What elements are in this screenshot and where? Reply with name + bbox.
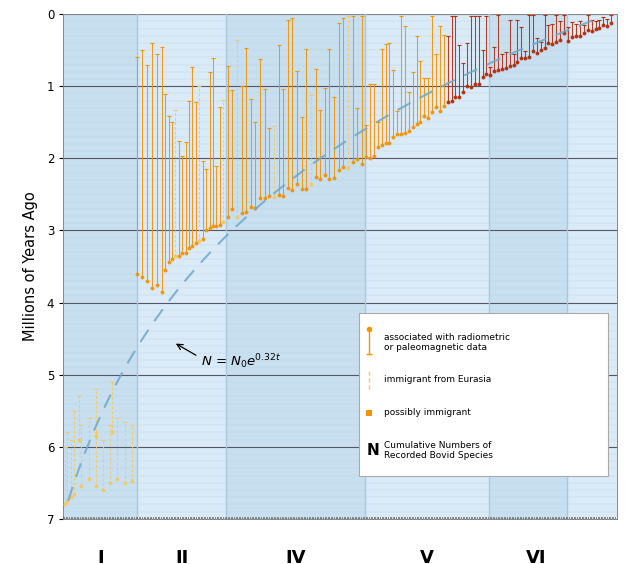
Bar bbox=[63, 14, 137, 519]
Bar bbox=[137, 14, 226, 519]
Bar bbox=[567, 14, 617, 519]
Text: I: I bbox=[97, 549, 103, 564]
Y-axis label: Millions of Years Ago: Millions of Years Ago bbox=[23, 192, 38, 341]
Text: II: II bbox=[175, 549, 188, 564]
Text: possibly immigrant: possibly immigrant bbox=[384, 408, 471, 417]
Text: Cumulative Numbers of
Recorded Bovid Species: Cumulative Numbers of Recorded Bovid Spe… bbox=[384, 440, 493, 460]
Bar bbox=[226, 14, 364, 519]
Text: immigrant from Eurasia: immigrant from Eurasia bbox=[384, 375, 492, 384]
Text: N: N bbox=[366, 443, 379, 458]
Bar bbox=[489, 14, 567, 519]
Text: V: V bbox=[420, 549, 434, 564]
Text: VI: VI bbox=[526, 549, 546, 564]
FancyBboxPatch shape bbox=[359, 314, 608, 475]
Bar bbox=[364, 14, 489, 519]
Text: N = N$_0$e$^{0.32t}$: N = N$_0$e$^{0.32t}$ bbox=[201, 352, 282, 371]
Text: associated with radiometric
or paleomagnetic data: associated with radiometric or paleomagn… bbox=[384, 333, 510, 352]
Text: IV: IV bbox=[285, 549, 305, 564]
